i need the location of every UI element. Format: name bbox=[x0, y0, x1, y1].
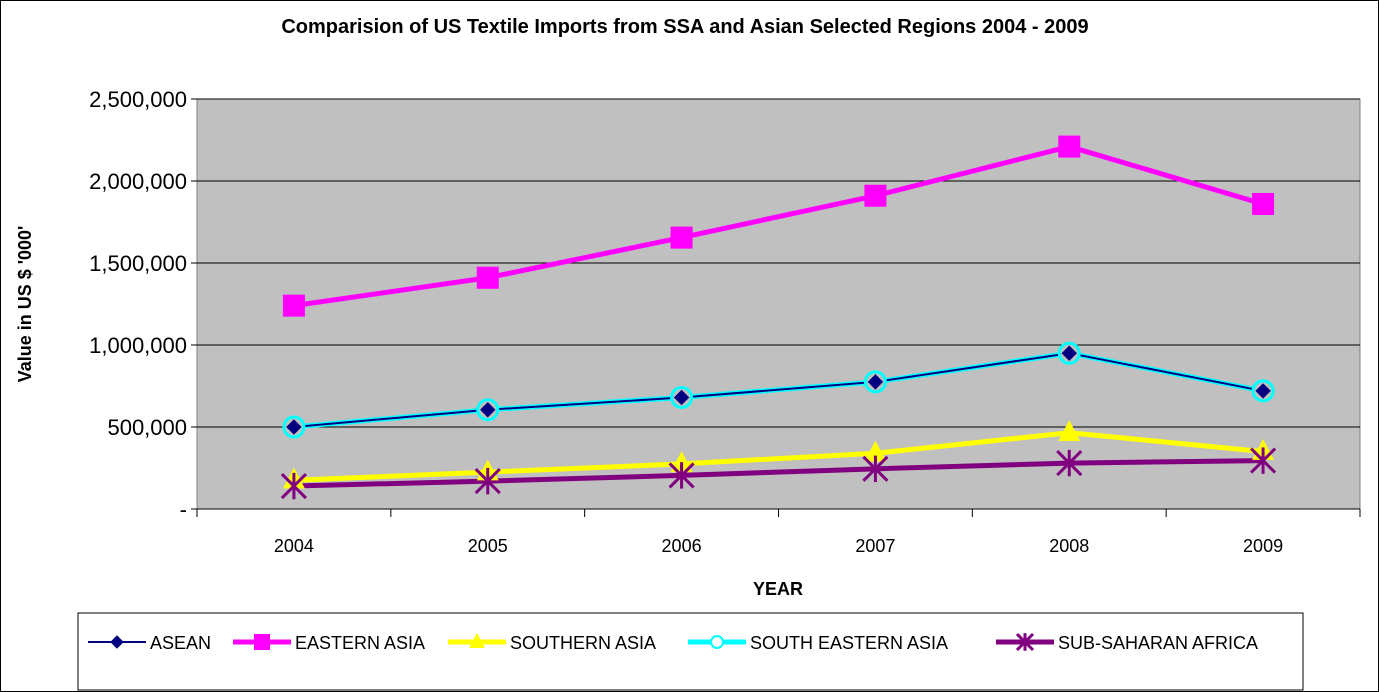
y-axis-ticks: - 500,000 1,000,000 1,500,000 2,000,000 2,500… bbox=[89, 87, 197, 522]
marker-triangle bbox=[1058, 420, 1081, 441]
legend-label: ASEAN bbox=[150, 633, 211, 653]
plot-area bbox=[196, 98, 1361, 510]
marker-star bbox=[862, 455, 889, 483]
marker-diamond bbox=[480, 402, 496, 418]
x-tick-label: 2004 bbox=[274, 536, 314, 556]
marker-star bbox=[1056, 449, 1083, 477]
x-tick-label: 2007 bbox=[855, 536, 895, 556]
y-tick-label: 2,000,000 bbox=[89, 169, 187, 194]
x-axis-label: YEAR bbox=[753, 579, 803, 599]
marker-star bbox=[1250, 447, 1277, 474]
marker-diamond bbox=[286, 419, 302, 435]
marker-diamond bbox=[110, 635, 124, 649]
legend-label: SUB-SAHARAN AFRICA bbox=[1058, 633, 1258, 653]
series-markers bbox=[280, 135, 1277, 500]
marker-square bbox=[282, 294, 305, 317]
marker-triangle bbox=[469, 632, 485, 648]
x-axis: 2004 2005 2006 2007 2008 2009 bbox=[196, 508, 1361, 556]
series-line bbox=[293, 430, 1264, 483]
marker-square bbox=[1252, 192, 1275, 215]
chart-title: Comparision of US Textile Imports from S… bbox=[281, 16, 1088, 38]
marker-diamond bbox=[867, 374, 884, 390]
series-lines bbox=[293, 144, 1264, 489]
marker-square bbox=[254, 634, 270, 650]
marker-diamond bbox=[1061, 345, 1077, 361]
marker-square bbox=[1058, 135, 1081, 158]
x-tick-label: 2008 bbox=[1049, 536, 1089, 556]
legend-swatch-marker bbox=[710, 635, 724, 649]
legend-box bbox=[77, 612, 1304, 691]
x-tick-label: 2006 bbox=[662, 536, 702, 556]
marker-star bbox=[668, 462, 695, 489]
marker-triangle bbox=[670, 451, 693, 473]
y-tick-label: - bbox=[180, 497, 187, 522]
marker-square bbox=[476, 266, 499, 289]
series-line bbox=[293, 352, 1264, 428]
y-tick-label: 2,500,000 bbox=[89, 87, 187, 112]
marker-diamond bbox=[1255, 383, 1271, 399]
marker-square bbox=[670, 226, 693, 249]
y-axis-label: Value in US $ '000' bbox=[15, 226, 35, 383]
legend-label: SOUTH EASTERN ASIA bbox=[750, 633, 948, 653]
legend: ASEAN EASTERN ASIA SOUTHERN ASIA SOUTH EAST… bbox=[88, 632, 1258, 653]
legend-label: EASTERN ASIA bbox=[295, 633, 425, 653]
series-line bbox=[293, 458, 1264, 489]
marker-diamond bbox=[673, 389, 690, 406]
legend-label: SOUTHERN ASIA bbox=[510, 633, 656, 653]
x-tick-label: 2005 bbox=[468, 536, 508, 556]
marker-star bbox=[1015, 632, 1035, 652]
y-tick-label: 1,000,000 bbox=[89, 333, 187, 358]
y-tick-label: 500,000 bbox=[107, 415, 187, 440]
marker-triangle bbox=[864, 440, 887, 462]
gridlines bbox=[197, 98, 1360, 428]
marker-star bbox=[474, 467, 501, 495]
x-tick-label: 2009 bbox=[1243, 536, 1283, 556]
marker-square bbox=[864, 184, 887, 207]
y-tick-label: 1,500,000 bbox=[89, 251, 187, 276]
marker-star bbox=[280, 472, 307, 500]
series-line bbox=[293, 144, 1264, 309]
